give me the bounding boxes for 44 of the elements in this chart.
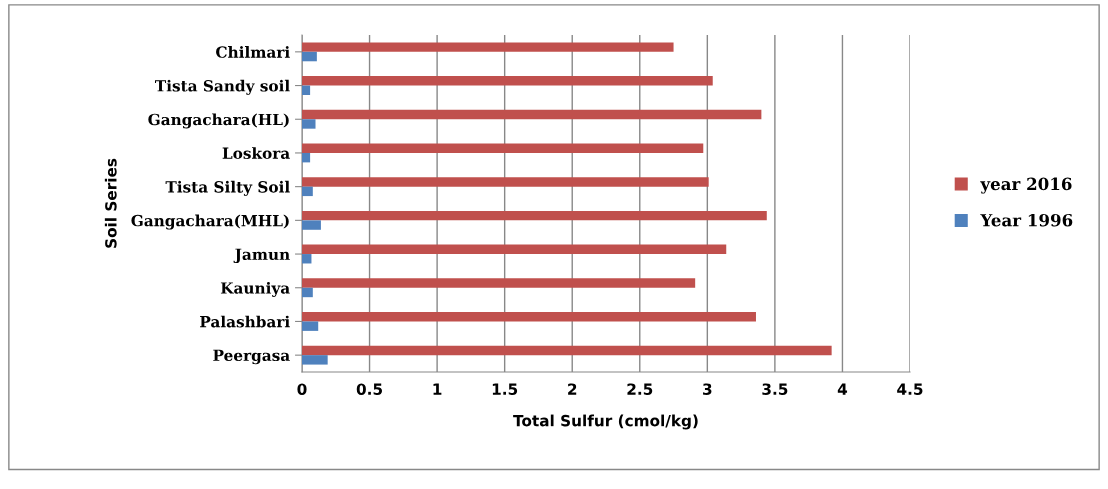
bar: [302, 42, 674, 52]
legend-label: year 2016: [980, 177, 1072, 194]
x-tick-label: 0.5: [356, 383, 383, 395]
bar: [302, 210, 767, 221]
y-tick-label: Kauniya: [220, 281, 290, 297]
x-tick-label: 3.5: [762, 383, 788, 395]
bar: [302, 119, 316, 129]
legend-label: Year 1996: [980, 213, 1073, 227]
y-axis-title: Soil Series: [104, 158, 117, 248]
bar: [302, 355, 328, 365]
y-tick-label: Chilmari: [216, 46, 290, 58]
bar: [302, 345, 832, 356]
bar: [302, 143, 704, 153]
x-tick-label: 4.5: [897, 383, 923, 395]
x-tick-label: 1.5: [492, 383, 518, 395]
y-tick-label: Peergasa: [213, 349, 290, 365]
x-tick-label: 0: [297, 383, 307, 395]
bar: [302, 186, 313, 197]
y-tick-label: Tista Silty Soil: [165, 180, 290, 196]
x-tick-label: 1: [433, 383, 442, 395]
bar: [302, 244, 727, 255]
bar: [302, 220, 321, 230]
bar: [302, 109, 762, 120]
x-tick-label: 2.5: [627, 383, 653, 395]
bar: [302, 76, 713, 86]
bar: [302, 287, 313, 298]
bar: [302, 51, 317, 62]
bar: [302, 177, 709, 187]
bar: [302, 152, 311, 163]
bar: [302, 312, 756, 322]
x-axis-title: Total Sulfur (cmol/kg): [513, 414, 698, 430]
bar: [302, 85, 311, 95]
y-tick-label: Loskora: [222, 147, 290, 159]
y-tick-label: Palashbari: [200, 315, 290, 328]
y-tick-label: Gangachara(MHL): [131, 214, 289, 230]
bar: [302, 321, 319, 331]
y-tick-label: Tista Sandy soil: [155, 79, 290, 95]
bar: [302, 254, 312, 264]
y-tick-label: Jamun: [233, 248, 290, 264]
x-tick-label: 4: [837, 383, 848, 395]
y-tick-label: Gangachara(HL): [148, 113, 289, 129]
x-tick-label: 2: [568, 383, 577, 395]
x-tick-label: 3: [703, 383, 712, 395]
bar: [302, 278, 696, 288]
